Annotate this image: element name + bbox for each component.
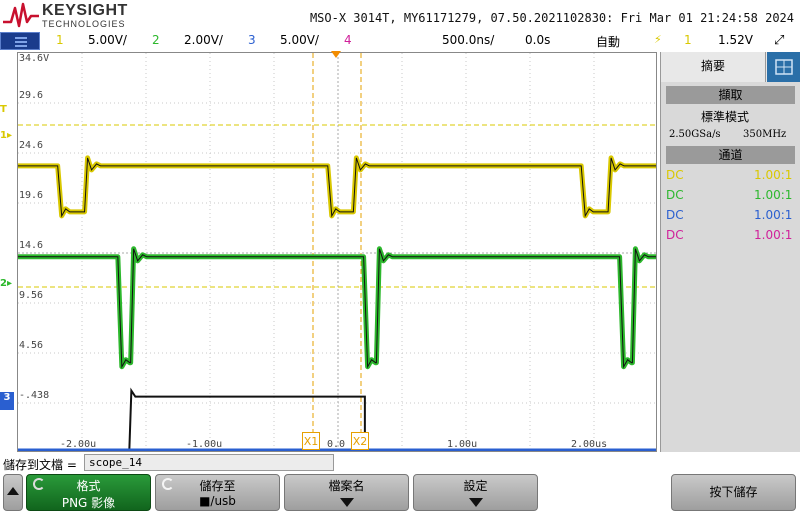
channel-row-1: DC 1.00:1: [666, 168, 794, 186]
volt-label-1: 29.6: [18, 90, 45, 101]
info-side-panel: 摘要 擷取 標準模式 2.50GSa/s 350MHz 通道 DC 1.00:1…: [660, 52, 800, 452]
back-button[interactable]: [3, 474, 23, 511]
acquire-heading: 擷取: [666, 86, 795, 104]
trigger-edge-icon: ⚡: [654, 33, 662, 46]
ch2-trace: [18, 248, 656, 369]
format-value: PNG 影像: [61, 496, 116, 510]
rotate-icon: [162, 478, 174, 490]
press-save-button[interactable]: 按下儲存: [671, 474, 796, 511]
sample-rate: 2.50GSa/s: [669, 129, 721, 140]
submenu-arrow-icon: [339, 498, 354, 507]
up-arrow-icon: [7, 487, 19, 495]
volt-label-7: -.438: [18, 390, 51, 401]
time-label-4: 2.00us: [571, 439, 608, 450]
time-label-1: -1.00u: [186, 439, 223, 450]
ch1-envelope: [18, 155, 656, 219]
ch3-number[interactable]: 3: [248, 33, 256, 47]
ch1-ground-marker[interactable]: 1▸: [0, 130, 12, 141]
instrument-info: MSO-X 3014T, MY61171279, 07.50.202110283…: [309, 11, 794, 25]
panel-tabs: 摘要: [661, 52, 800, 82]
ch2-ground-marker[interactable]: 2▸: [0, 278, 12, 289]
settings-button[interactable]: 設定: [413, 474, 538, 511]
channels-heading: 通道: [666, 146, 795, 164]
waveform-display[interactable]: [17, 52, 657, 452]
tab-settings[interactable]: [767, 52, 800, 82]
brand-name: KEYSIGHT: [42, 2, 128, 19]
cursor-x2-tag[interactable]: X2: [351, 432, 369, 450]
ch2-envelope: [18, 246, 656, 370]
settings-label: 設定: [463, 479, 488, 493]
bandwidth: 350MHz: [743, 129, 787, 140]
channel-row-4: DC 1.00:1: [666, 228, 794, 246]
filename-field[interactable]: scope_14: [84, 454, 334, 471]
volt-label-2: 24.6: [18, 140, 45, 151]
ch2-coupling: DC: [666, 188, 684, 202]
volt-label-6: 4.56: [18, 340, 45, 351]
waveform-traces: [18, 53, 656, 451]
ch3-scale[interactable]: 5.00V/: [280, 33, 319, 47]
volt-label-0: 34.6V: [18, 53, 51, 64]
waveform-grid: [18, 53, 656, 451]
submenu-arrow-icon: [468, 498, 483, 507]
channel-row-2: DC 1.00:1: [666, 188, 794, 206]
format-button[interactable]: 格式 PNG 影像: [26, 474, 151, 511]
save-to-value: ■/usb: [199, 494, 236, 508]
title-bar: KEYSIGHT TECHNOLOGIES MSO-X 3014T, MY611…: [0, 0, 800, 32]
tab-summary[interactable]: 摘要: [661, 52, 766, 82]
time-label-0: -2.00u: [60, 439, 97, 450]
save-to-label: 儲存至: [199, 479, 236, 493]
channel-marker-strip: T 1▸ 2▸ 3: [0, 52, 17, 452]
acquire-mode: 標準模式: [701, 110, 750, 124]
ch1-coupling: DC: [666, 168, 684, 182]
time-delay[interactable]: 0.0s: [525, 33, 551, 47]
ch1-probe: 1.00:1: [754, 168, 793, 182]
trigger-position-marker[interactable]: [331, 51, 341, 58]
volt-label-5: 9.56: [18, 290, 45, 301]
ch4-probe: 1.00:1: [754, 228, 793, 242]
rotate-icon: [33, 478, 45, 490]
menu-icon[interactable]: [0, 32, 40, 50]
ch3-probe: 1.00:1: [754, 208, 793, 222]
arrows-icon[interactable]: ⤢: [774, 33, 785, 48]
volt-label-3: 19.6: [18, 190, 45, 201]
ch3-coupling: DC: [666, 208, 684, 222]
grid-view-icon: [775, 59, 793, 75]
trigger-level[interactable]: 1.52V: [718, 33, 753, 47]
trigger-channel[interactable]: 1: [684, 33, 692, 47]
cursor-x1-tag[interactable]: X1: [302, 432, 320, 450]
ch3-ground-marker[interactable]: 3: [0, 392, 14, 410]
save-to-file-label: 儲存到文檔 =: [3, 458, 77, 472]
ch1-scale[interactable]: 5.00V/: [88, 33, 127, 47]
ch2-scale[interactable]: 2.00V/: [184, 33, 223, 47]
filename-label: 檔案名: [328, 479, 365, 493]
keysight-logo-icon: [3, 2, 39, 28]
channel-row-3: DC 1.00:1: [666, 208, 794, 226]
ch2-probe: 1.00:1: [754, 188, 793, 202]
ch1-trace: [18, 157, 656, 218]
ch2-number[interactable]: 2: [152, 33, 160, 47]
time-label-2: 0.0: [327, 439, 346, 450]
ch4-number[interactable]: 4: [344, 33, 352, 47]
save-to-button[interactable]: 儲存至 ■/usb: [155, 474, 280, 511]
ch4-coupling: DC: [666, 228, 684, 242]
time-label-3: 1.00u: [447, 439, 478, 450]
digital-trace: [128, 387, 366, 450]
filename-button[interactable]: 檔案名: [284, 474, 409, 511]
ch1-number[interactable]: 1: [56, 33, 64, 47]
timebase-scale[interactable]: 500.0ns/: [442, 33, 495, 47]
brand-subtitle: TECHNOLOGIES: [42, 19, 126, 29]
volt-label-4: 14.6: [18, 240, 45, 251]
trigger-mode[interactable]: 自動: [596, 35, 621, 49]
channel-status-bar: 1 5.00V/ 2 2.00V/ 3 5.00V/ 4 500.0ns/ 0.…: [0, 32, 800, 50]
trigger-level-marker[interactable]: T: [0, 104, 7, 115]
format-label: 格式: [76, 479, 101, 493]
